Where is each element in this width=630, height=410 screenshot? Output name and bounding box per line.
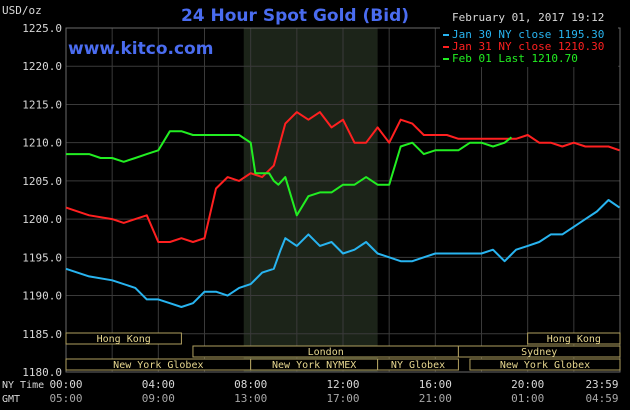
chart-title: 24 Hour Spot Gold (Bid): [181, 6, 409, 26]
session-label: NY Globex: [391, 360, 445, 371]
session-bar: [469, 358, 621, 371]
session-label: New York NYMEX: [272, 360, 356, 371]
y-tick-label: 1185.0: [22, 328, 62, 341]
session-label: Hong Kong: [97, 334, 151, 345]
session-label: Hong Kong: [547, 334, 601, 345]
legend-entry: Jan 30 NY close 1195.30: [452, 28, 604, 41]
x-tick-label-ny: 23:59: [585, 378, 618, 391]
session-bar: [457, 345, 621, 358]
session-label: London: [308, 347, 344, 358]
series-line-0: [65, 199, 621, 308]
y-tick-label: 1220.0: [22, 60, 62, 73]
grid: [65, 27, 621, 373]
legend-entry: Feb 01 Last 1210.70: [452, 52, 578, 65]
y-tick-label: 1195.0: [22, 251, 62, 264]
y-axis-label: USD/oz: [2, 4, 42, 17]
x-tick-label-ny: 00:00: [49, 378, 82, 391]
legend-entry: Jan 31 NY close 1210.30: [452, 40, 604, 53]
legend-box: [440, 26, 618, 67]
x-tick-label-ny: 16:00: [419, 378, 452, 391]
x-tick-label-gmt: 04:59: [585, 392, 618, 405]
y-tick-label: 1215.0: [22, 98, 62, 111]
series-line-2: [66, 130, 513, 217]
y-tick-label: 1200.0: [22, 213, 62, 226]
session-bar: [527, 332, 621, 345]
watermark: www.kitco.com: [68, 39, 213, 59]
series-line-1: [65, 111, 620, 243]
nymex-shaded-region: [243, 28, 378, 372]
x-tick-label-gmt: 13:00: [234, 392, 267, 405]
session-bar: [65, 332, 182, 345]
session-bar: [377, 358, 459, 371]
y-tick-label: 1180.0: [22, 366, 62, 379]
y-tick-label: 1225.0: [22, 22, 62, 35]
x-axis-row-label-gmt: GMT: [2, 394, 20, 405]
y-tick-label: 1205.0: [22, 175, 62, 188]
y-tick-label: 1210.0: [22, 137, 62, 150]
x-tick-label-ny: 12:00: [326, 378, 359, 391]
plot-border: [65, 27, 621, 373]
x-axis-row-label-ny-time: NY Time: [2, 380, 44, 391]
y-axis-ticks: 1180.0 1185.0 1190.0 1195.0 1200.0 1205.0 1210…: [22, 22, 62, 379]
market-sessions: Hong Kong Hong Kong London Sydney New York G…: [65, 332, 621, 371]
session-label: New York Globex: [113, 360, 203, 371]
x-tick-label-ny: 08:00: [234, 378, 267, 391]
session-label: New York Globex: [500, 360, 590, 371]
x-tick-label-ny: 20:00: [511, 378, 544, 391]
session-label: Sydney: [521, 347, 557, 358]
x-tick-label-gmt: 01:00: [511, 392, 544, 405]
x-tick-label-gmt: 09:00: [142, 392, 175, 405]
x-tick-label-ny: 04:00: [142, 378, 175, 391]
timestamp: February 01, 2017 19:12: [452, 11, 604, 24]
y-tick-label: 1190.0: [22, 290, 62, 303]
x-tick-label-gmt: 05:00: [49, 392, 82, 405]
x-tick-label-gmt: 21:00: [419, 392, 452, 405]
x-tick-label-gmt: 17:00: [326, 392, 359, 405]
series-lines: [65, 111, 621, 308]
